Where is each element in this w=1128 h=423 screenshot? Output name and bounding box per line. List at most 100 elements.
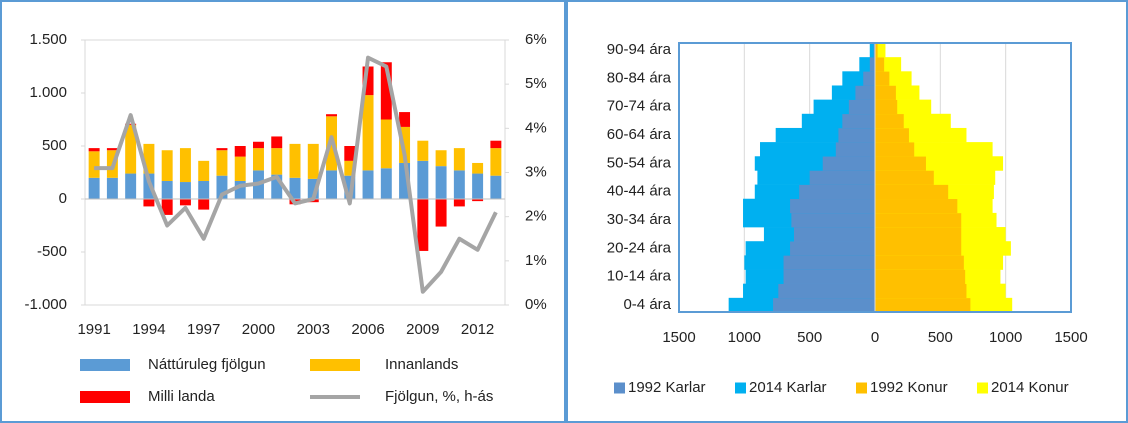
bar [125,124,137,174]
bar [435,166,447,199]
bar [783,255,875,270]
y-tick-label: 1.000 [29,84,67,101]
bar [875,43,886,58]
y2-tick-label: 2% [525,208,547,225]
bar [198,180,210,199]
y2-tick-label: 4% [525,119,547,136]
bar [793,227,875,242]
bar [790,198,875,214]
y-tick-label: 0 [59,190,67,207]
bar [435,150,447,167]
y-tick-label: -1.000 [24,296,67,313]
bar [790,241,875,256]
bar [875,227,962,242]
bar [417,160,429,199]
bar [198,199,210,210]
bar [875,255,964,270]
bar [307,143,319,179]
bar [234,180,246,199]
bar [161,180,173,199]
bar [198,160,210,181]
bar [869,57,875,72]
bar [875,113,904,129]
bar [453,170,465,199]
legend-label: 1992 Konur [870,379,948,396]
legend-label: 1992 Karlar [628,379,706,396]
bar [289,143,301,178]
bar [875,283,967,299]
y-tick-label: 90-94 ára [607,41,672,58]
legend-swatch [735,382,746,394]
right-panel-frame [566,0,1128,423]
bar [399,112,411,127]
legend-swatch [310,359,360,371]
bar [307,178,319,199]
bar [161,150,173,181]
bar [875,127,909,143]
bar [490,175,502,199]
bar [490,140,502,149]
bar [380,119,392,169]
bar [799,184,875,200]
bar [179,182,191,199]
x-tick-label: 500 [797,329,822,346]
bar [271,174,283,199]
bar [875,212,962,228]
bar [773,297,875,313]
bar [875,85,896,100]
bar [453,148,465,171]
bar [216,148,228,151]
bar [125,123,137,125]
bar [838,127,875,143]
bar [216,175,228,199]
x-tick-label: 1994 [132,321,165,338]
y-tick-label: 500 [42,137,67,154]
bar [88,177,100,199]
y-tick-label: 70-74 ára [607,98,672,115]
bar [453,199,465,207]
bar [326,170,337,199]
bar [380,168,392,199]
y-tick-label: 80-84 ára [607,69,672,86]
x-tick-label: 2006 [351,321,384,338]
y-tick-label: 1.500 [29,31,67,48]
bar [143,143,155,174]
bar [791,212,875,228]
bar [106,148,118,151]
bar [783,269,875,284]
x-tick-label: 1000 [728,329,761,346]
bar [216,150,228,176]
bar [88,148,100,152]
x-tick-label: 2003 [297,321,330,338]
bar [875,156,926,171]
bar [875,269,966,284]
x-tick-label: 1500 [662,329,695,346]
bar [362,170,374,199]
bar [822,156,875,171]
legend-label: Innanlands [385,356,458,373]
y-tick-label: 20-24 ára [607,239,672,256]
bar [362,66,374,96]
bar [234,146,246,157]
legend-swatch [856,382,867,394]
plot-frame [678,42,1072,313]
bar [106,177,118,199]
x-tick-label: 500 [928,329,953,346]
bar [179,148,191,183]
bar [873,43,875,58]
bar [417,140,429,161]
bar [875,71,890,86]
bar [362,95,374,171]
legend-swatch [80,391,130,403]
bar [234,156,246,181]
bar [490,148,502,176]
bar [778,283,875,299]
bar [326,114,337,117]
bar [271,148,283,175]
bar [289,177,301,199]
bar [875,241,962,256]
legend-label: Milli landa [148,388,215,405]
y-tick-label: 40-44 ára [607,183,672,200]
bar [125,173,137,199]
